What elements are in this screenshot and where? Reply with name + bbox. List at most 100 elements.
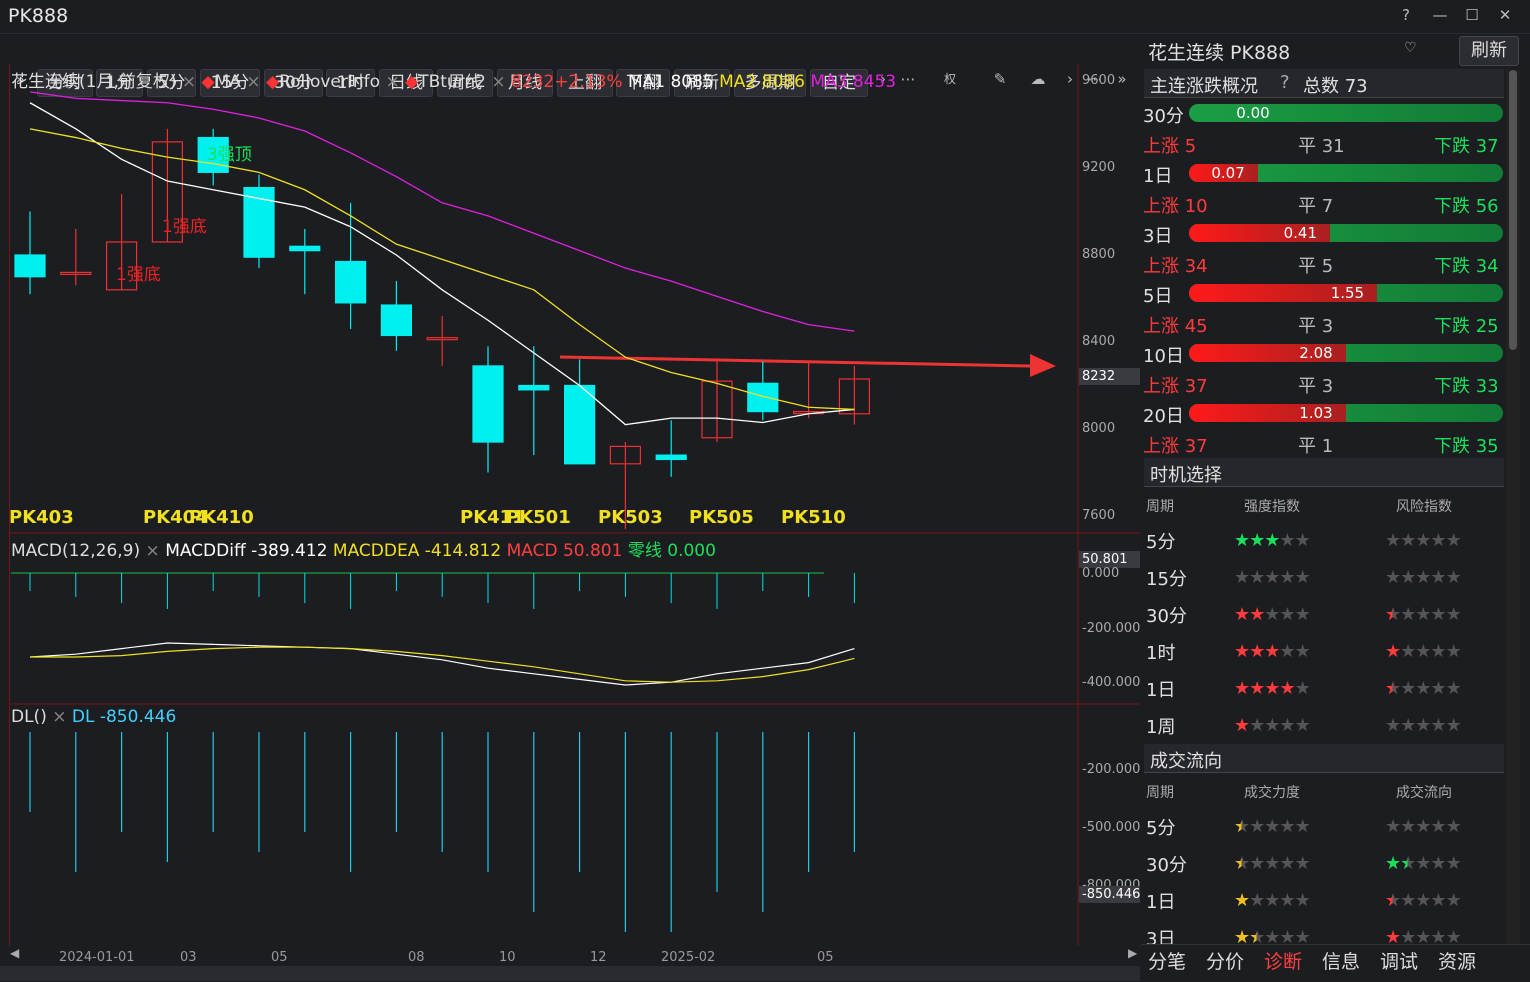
timing-title: 时机选择 [1150,465,1222,486]
candle-body [60,271,92,275]
updown-ratio: 0.41 [1283,224,1317,242]
ma3-value: MA3 8453 [810,72,897,92]
scroll-left-icon[interactable]: ◀ [10,946,20,960]
kline-chart[interactable] [0,0,1140,981]
tab-ticks[interactable]: 分笔 [1148,951,1187,973]
contract-label: PK501 [506,507,571,528]
date-label: 05 [271,950,288,965]
indicator-ma[interactable]: MA [214,72,241,92]
tab-1min[interactable]: 1分 [96,69,143,97]
up-count: 上涨 34 [1143,256,1208,277]
candle-body [563,384,596,465]
close-indicator-icon[interactable]: × [246,72,261,92]
period-label: 30分 [1146,855,1187,876]
updown-bar-fill [1189,404,1346,422]
multi-period-button[interactable]: 多周期 [734,69,806,97]
down-count: 下跌 34 [1434,256,1499,277]
close-icon[interactable]: ✕ [1498,6,1512,24]
updown-bar-fill [1189,344,1346,362]
refresh-button[interactable]: 刷新 [674,69,730,97]
tab-fenshi[interactable]: 分时 [37,69,93,97]
candle-body [655,454,687,461]
heart-icon[interactable]: ♡ [1404,40,1417,56]
period-label: 1日 [1146,892,1176,913]
flat-count: 平 3 [1298,316,1334,337]
tab-weekly[interactable]: 周线 [437,69,493,97]
close-indicator-icon[interactable]: × [491,72,506,92]
candle-body [335,260,367,304]
flat-count: 平 31 [1298,136,1345,157]
chevron-right-icon[interactable]: › [1067,70,1073,88]
up-count: 上涨 37 [1143,376,1208,397]
summary-period: 1日 [1143,166,1173,187]
collapse-left-icon[interactable]: » [15,70,25,88]
date-label: 08 [408,950,425,965]
summary-total: 总数 73 [1303,76,1368,97]
help-icon[interactable]: ? [1280,72,1290,93]
candle-body [472,365,504,443]
tab-resources[interactable]: 资源 [1438,951,1477,973]
close-indicator-icon[interactable]: × [145,541,160,561]
cloud-icon[interactable]: ☁ [1030,70,1046,88]
summary-header [1144,69,1504,98]
macd-value: MACD 50.801 [506,541,623,561]
tab-debug[interactable]: 调试 [1380,951,1419,973]
close-indicator-icon[interactable]: × [52,707,67,727]
ma3-line [29,91,855,332]
horizontal-scrollbar[interactable] [0,966,1140,981]
rating-stars: ★★★★★ [1385,927,1462,948]
scroll-thumb[interactable] [1509,70,1517,350]
close-indicator-icon[interactable]: × [385,72,400,92]
tab-daily[interactable]: 日线 [379,69,433,97]
updown-ratio: 0.07 [1211,164,1245,182]
tab-info[interactable]: 信息 [1322,951,1361,973]
bottom-tabs [1141,944,1530,982]
rating-stars: ★★★★★ [1385,530,1462,551]
rating-stars: ★★★★★ [1385,678,1462,699]
tab-diagnosis[interactable]: 诊断 [1264,951,1303,973]
indicator-tbturn[interactable]: TBturn2 [418,72,486,92]
updown-bar: 2.08 [1189,344,1503,362]
maximize-icon[interactable]: ☐ [1465,6,1479,24]
draw-pen-icon[interactable]: ✎ [993,70,1007,88]
collapse-right-icon[interactable]: » [1117,70,1127,88]
summary-title: 主连涨跌概况 [1150,76,1258,97]
indicator-rollover[interactable]: RolloverInfo [279,72,381,92]
flat-count: 平 3 [1298,376,1334,397]
tab-1hour[interactable]: 1时 [326,69,375,97]
rights-icon[interactable]: 权 [943,72,956,86]
down-count: 下跌 56 [1434,196,1499,217]
date-label: 2025-02 [661,950,716,965]
scroll-right-icon[interactable]: ▶ [1128,946,1138,960]
price-tick: 8400 [1082,334,1116,349]
dl-tick: -500.000 [1082,820,1141,835]
dl-current-tag: -850.446 [1079,886,1140,903]
chevron-right-icon[interactable]: › [880,70,886,88]
panel-scrollbar[interactable] [1506,70,1520,946]
contract-label: PK411 [460,507,525,528]
tab-30min[interactable]: 30分 [264,69,323,97]
tab-5min[interactable]: 5分 [147,69,196,97]
minimize-icon[interactable]: — [1432,6,1448,24]
rating-stars: ★★★★★ [1385,853,1462,874]
updown-ratio: 1.55 [1330,284,1365,302]
macd-tick: -400.000 [1082,675,1141,690]
page-down-button[interactable]: 下翻 [616,69,670,97]
more-icon[interactable]: ⋯ [900,70,916,88]
panel-refresh-button[interactable]: 刷新 [1459,36,1519,66]
main-legend: 花生连续(1月,前复权) × ◆MA × ◆RolloverInfo × ◆TB… [11,67,896,92]
dl-value: DL -850.446 [71,707,177,727]
page-up-button[interactable]: 上翻 [557,69,613,97]
macd-dea-line [30,646,855,683]
close-indicator-icon[interactable]: × [181,72,197,92]
help-icon[interactable]: ? [1402,6,1410,24]
macd-current-tag: 50.801 [1079,551,1140,568]
custom-button[interactable]: 自定 [810,69,868,97]
period-label: 30分 [1146,606,1187,627]
more-icon[interactable]: ⋯ [1087,70,1103,88]
period-label: 1时 [1146,643,1176,664]
tab-monthly[interactable]: 月线 [497,69,553,97]
tab-15min[interactable]: 15分 [200,69,260,97]
signal-label: 1强底 [116,265,161,285]
tab-price-dist[interactable]: 分价 [1206,951,1245,973]
